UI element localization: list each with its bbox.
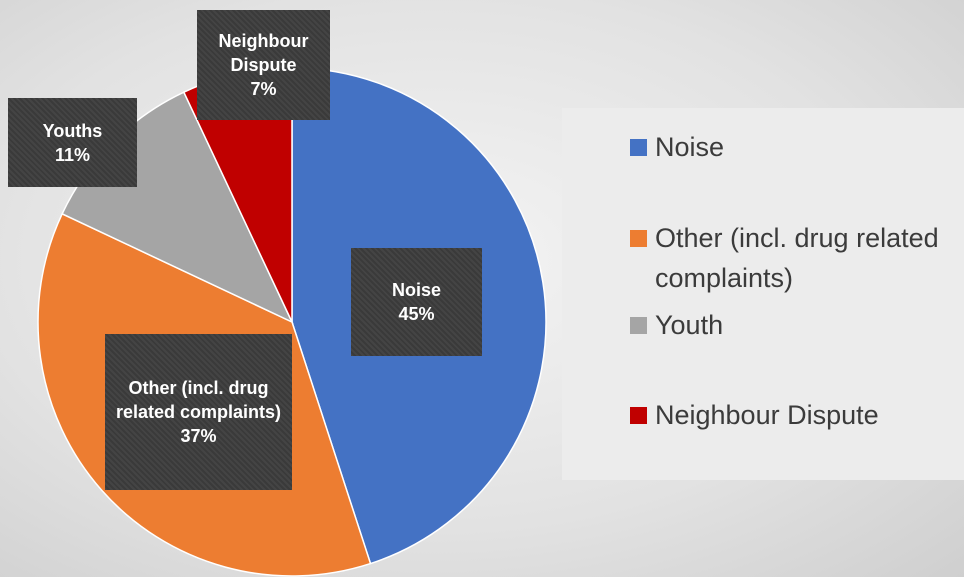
legend-swatch (630, 407, 647, 424)
legend-label: Noise (655, 132, 725, 162)
data-label-name: Noise (391, 280, 442, 300)
data-label-value: 7% (250, 79, 277, 99)
legend-item: Neighbour Dispute (630, 395, 964, 435)
legend-label: Other (incl. drug related complaints) (655, 223, 939, 293)
legend-swatch (630, 317, 647, 334)
data-label-name: Neighbour Dispute (218, 31, 309, 75)
legend-label: Youth (655, 310, 724, 340)
legend-item: Noise (630, 127, 964, 167)
legend: Noise Other (incl. drug related complaint… (562, 108, 964, 480)
data-label-value: 37% (180, 426, 217, 446)
data-label: Youths 11% (8, 98, 137, 187)
data-label: Other (incl. drug related complaints) 37% (105, 334, 292, 490)
data-label-name: Other (incl. drug related complaints) (115, 378, 282, 422)
legend-item: Youth (630, 305, 964, 345)
legend-swatch (630, 139, 647, 156)
data-label: Neighbour Dispute 7% (197, 10, 330, 120)
legend-item: Other (incl. drug related complaints) (630, 218, 964, 298)
legend-swatch (630, 230, 647, 247)
data-label: Noise 45% (351, 248, 482, 356)
legend-label: Neighbour Dispute (655, 400, 879, 430)
data-label-name: Youths (42, 120, 103, 141)
data-label-value: 11% (54, 144, 91, 165)
data-label-value: 45% (398, 304, 435, 324)
